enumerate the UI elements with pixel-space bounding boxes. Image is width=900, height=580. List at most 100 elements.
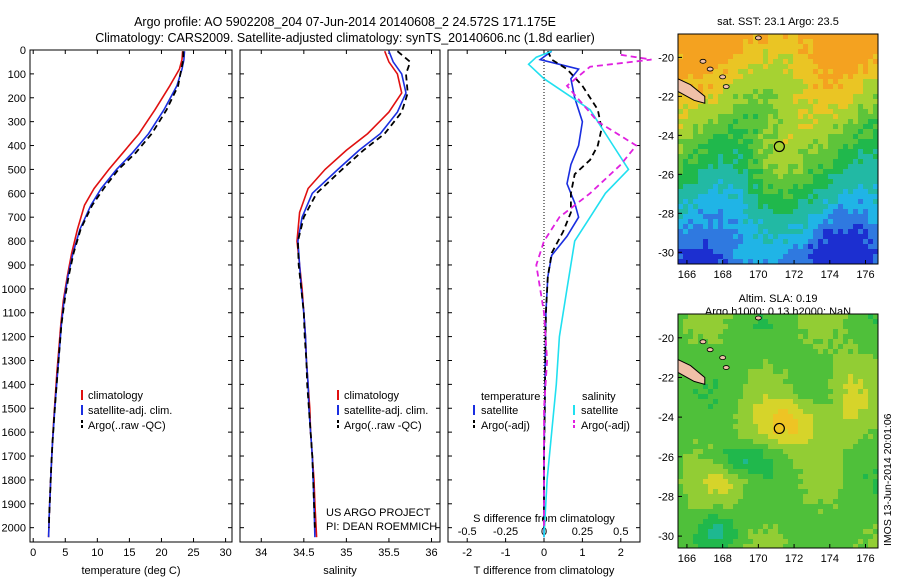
map-cell: [868, 149, 874, 155]
map-cell: [783, 399, 789, 405]
map-cell: [783, 409, 789, 415]
map-cell: [833, 239, 839, 245]
map-cell: [788, 149, 794, 155]
map-cell: [738, 94, 744, 100]
map-cell: [763, 169, 769, 175]
map-cell: [728, 109, 734, 115]
map-cell: [723, 494, 729, 500]
map-cell: [768, 79, 774, 85]
map-cell: [753, 339, 759, 345]
map-cell: [703, 514, 709, 520]
lon-tick-label: 166: [678, 553, 696, 565]
map-cell: [838, 389, 844, 395]
map-cell: [723, 414, 729, 420]
map-cell: [823, 259, 829, 265]
map-cell: [798, 504, 804, 510]
map-cell: [763, 244, 769, 250]
map-cell: [743, 84, 749, 90]
map-cell: [678, 499, 684, 505]
map-cell: [768, 354, 774, 360]
lon-tick-label: 170: [749, 553, 767, 565]
map-cell: [813, 154, 819, 160]
map-cell: [773, 79, 779, 85]
map-cell: [738, 534, 744, 540]
map-cell: [828, 519, 834, 525]
map-cell: [718, 449, 724, 455]
map-cell: [838, 349, 844, 355]
map-cell: [748, 524, 754, 530]
map-cell: [838, 374, 844, 380]
map-cell: [873, 114, 879, 120]
map-cell: [803, 89, 809, 95]
map-cell: [688, 419, 694, 425]
map-cell: [818, 419, 824, 425]
map-cell: [763, 419, 769, 425]
map-cell: [828, 74, 834, 80]
map-cell: [818, 394, 824, 400]
map-cell: [743, 524, 749, 530]
map-cell: [713, 449, 719, 455]
map-cell: [773, 374, 779, 380]
map-cell: [683, 534, 689, 540]
map-cell: [853, 214, 859, 220]
map-cell: [693, 504, 699, 510]
map-cell: [793, 519, 799, 525]
map-cell: [708, 99, 714, 105]
map-cell: [783, 504, 789, 510]
map-cell: [703, 459, 709, 465]
map-cell: [683, 209, 689, 215]
map-cell: [848, 84, 854, 90]
map-cell: [718, 524, 724, 530]
map-cell: [808, 499, 814, 505]
map-cell: [838, 454, 844, 460]
map-cell: [853, 204, 859, 210]
map-cell: [718, 144, 724, 150]
map-cell: [678, 144, 684, 150]
map-cell: [863, 214, 869, 220]
map-cell: [778, 199, 784, 205]
map-cell: [813, 319, 819, 325]
map-cell: [818, 44, 824, 50]
lat-tick-label: -22: [658, 91, 674, 103]
map-cell: [813, 149, 819, 155]
map-cell: [808, 109, 814, 115]
map-cell: [748, 254, 754, 260]
map-cell: [698, 129, 704, 135]
map-cell: [778, 209, 784, 215]
map-cell: [763, 39, 769, 45]
map-cell: [678, 324, 684, 330]
map-cell: [813, 219, 819, 225]
map-cell: [833, 49, 839, 55]
map-cell: [853, 124, 859, 130]
map-cell: [818, 529, 824, 535]
map-cell: [788, 94, 794, 100]
map-cell: [763, 34, 769, 40]
map-cell: [683, 229, 689, 235]
map-cell: [768, 429, 774, 435]
map-cell: [778, 319, 784, 325]
map-cell: [688, 219, 694, 225]
map-cell: [738, 409, 744, 415]
map-cell: [758, 374, 764, 380]
map-cell: [838, 339, 844, 345]
map-cell: [758, 174, 764, 180]
map-cell: [758, 404, 764, 410]
map-cell: [683, 144, 689, 150]
map-cell: [828, 99, 834, 105]
map-cell: [733, 199, 739, 205]
map-cell: [783, 159, 789, 165]
map-cell: [818, 129, 824, 135]
map-cell: [798, 259, 804, 265]
map-cell: [698, 159, 704, 165]
map-cell: [718, 179, 724, 185]
map-cell: [743, 494, 749, 500]
map-cell: [843, 89, 849, 95]
map-cell: [748, 184, 754, 190]
map-cell: [868, 124, 874, 130]
map-cell: [843, 174, 849, 180]
map-cell: [808, 439, 814, 445]
map-cell: [693, 469, 699, 475]
map-cell: [788, 224, 794, 230]
map-cell: [748, 79, 754, 85]
map-cell: [753, 384, 759, 390]
